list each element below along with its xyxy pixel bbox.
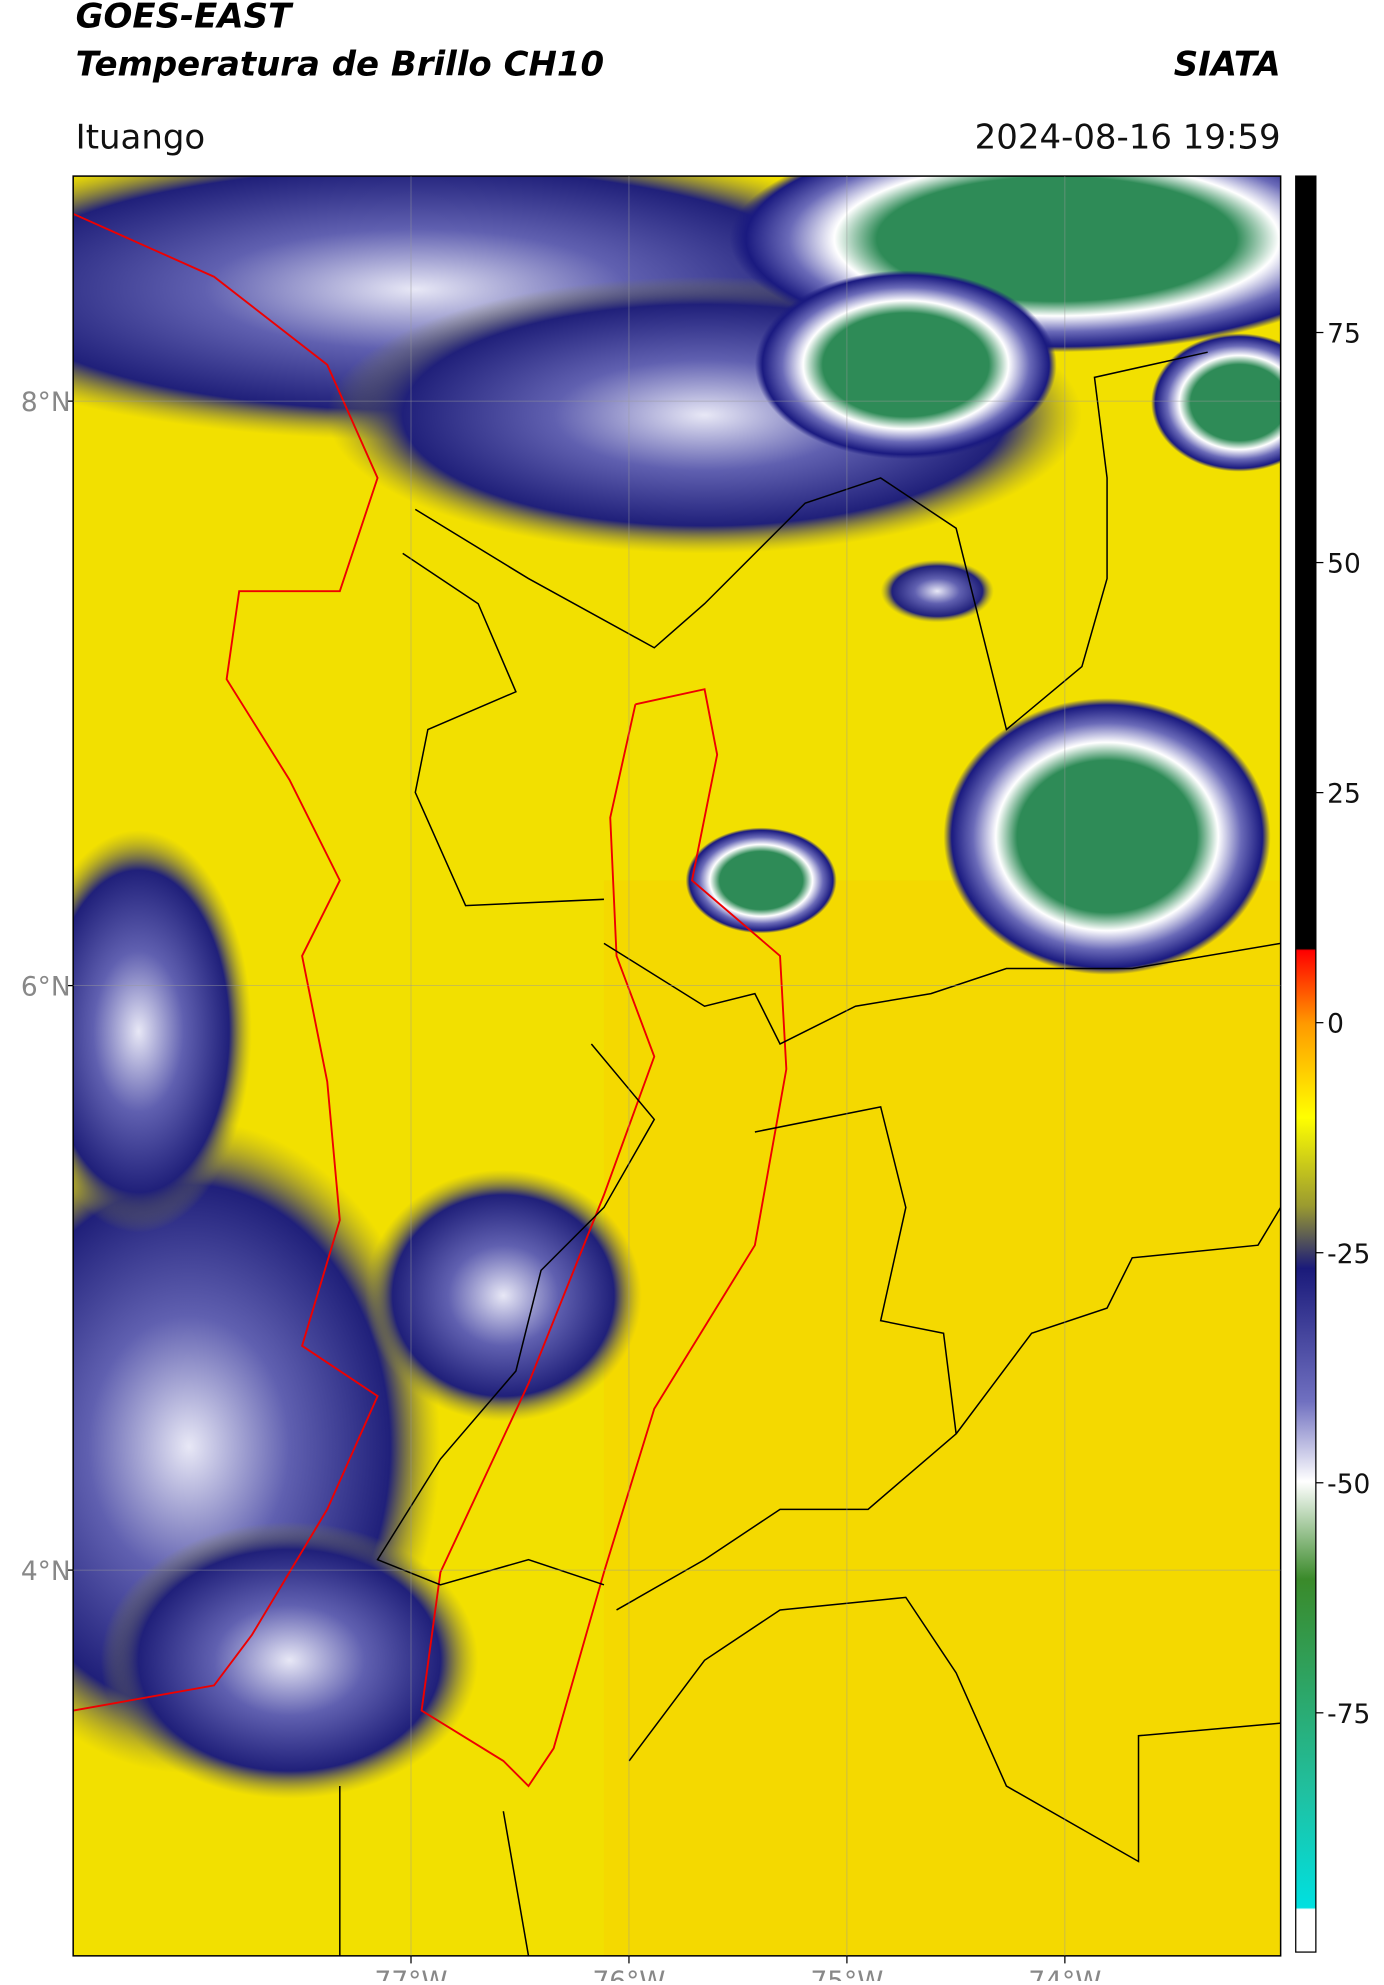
location: Ituango (76, 117, 206, 157)
map-frame (72, 175, 1282, 1957)
colorbar-tick-label: -50 (1327, 1469, 1370, 1500)
colorbar-tick-label: 75 (1327, 319, 1361, 350)
title-line1: GOES-EAST (76, 0, 294, 37)
colorbar-tick-label: 50 (1327, 549, 1361, 580)
x-tick-label: 77°W (375, 1966, 448, 1981)
x-tick-label: 76°W (592, 1966, 665, 1981)
x-tick-label: 74°W (1028, 1966, 1101, 1981)
map-image (73, 176, 1281, 1956)
title-line2: Temperatura de Brillo CH10 (76, 44, 604, 84)
colorbar-tick-label: -75 (1327, 1699, 1370, 1730)
colorbar-tick-label: 25 (1327, 779, 1361, 810)
x-tick-label: 75°W (810, 1966, 883, 1981)
colorbar (1295, 175, 1317, 1953)
y-tick-label: 6°N (21, 972, 71, 1003)
colorbar-tick-label: -25 (1327, 1239, 1370, 1270)
y-tick-label: 4°N (21, 1556, 71, 1587)
datetime: 2024-08-16 19:59 (975, 117, 1281, 157)
credit: SIATA (1174, 44, 1281, 84)
colorbar-tick-label: 0 (1327, 1009, 1344, 1040)
y-tick-label: 8°N (21, 387, 71, 418)
